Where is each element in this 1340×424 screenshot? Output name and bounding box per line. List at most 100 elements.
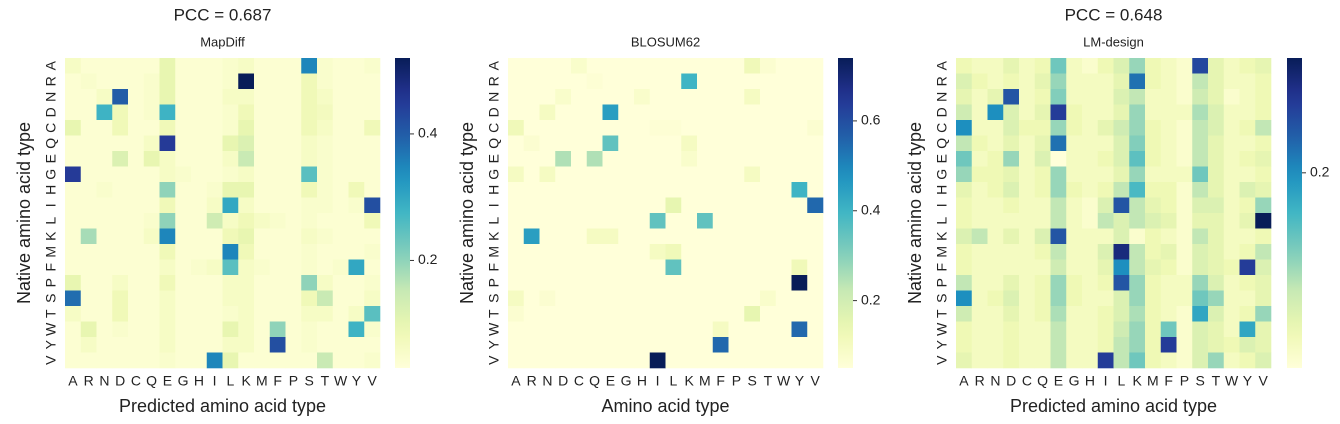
heatmap-cell <box>602 337 619 353</box>
y-axis-label: Native amino acid type <box>14 122 34 304</box>
heatmap-cell <box>222 352 239 369</box>
heatmap-cell <box>222 89 239 105</box>
heatmap-cell <box>128 228 145 245</box>
y-tick-label: V <box>486 355 502 365</box>
heatmap-cell <box>254 89 271 105</box>
y-tick-label: I <box>486 203 502 207</box>
heatmap-cell <box>971 166 988 183</box>
heatmap-cell <box>571 182 588 198</box>
heatmap-cell <box>1239 135 1256 152</box>
heatmap-cell <box>112 259 129 276</box>
heatmap-cell <box>238 290 255 307</box>
heatmap-cell <box>1145 228 1162 245</box>
y-tick-label: W <box>43 322 59 336</box>
heatmap-cell <box>1160 104 1177 121</box>
heatmap-cell <box>128 290 145 307</box>
heatmap-cell <box>775 228 792 245</box>
heatmap-cell <box>1097 104 1114 121</box>
heatmap-cell <box>1050 321 1067 338</box>
heatmap-cell <box>634 228 651 245</box>
heatmap-cell <box>1050 135 1067 152</box>
heatmap-cell <box>1129 104 1146 121</box>
heatmap-cell <box>65 321 82 338</box>
heatmap-cell <box>555 244 572 260</box>
heatmap-cell <box>269 352 286 369</box>
heatmap-cell <box>712 120 729 136</box>
y-tick-label: N <box>43 92 59 102</box>
heatmap-cell <box>128 73 145 90</box>
heatmap-cell <box>602 135 619 152</box>
heatmap-cell <box>1019 244 1036 260</box>
heatmap-cell <box>80 228 97 245</box>
x-tick-label: R <box>527 373 537 389</box>
heatmap-cell <box>1082 135 1099 152</box>
heatmap-cell <box>112 228 129 245</box>
heatmap-cell <box>175 306 192 322</box>
heatmap-cell <box>112 321 129 338</box>
heatmap-cell <box>508 259 525 276</box>
heatmap-cell <box>1003 73 1020 90</box>
heatmap-cell <box>1239 104 1256 121</box>
heatmap-cell <box>649 337 666 353</box>
heatmap-cell <box>1176 58 1193 74</box>
heatmap-cell <box>712 321 729 338</box>
heatmap-cell <box>649 73 666 90</box>
heatmap-cell <box>602 120 619 136</box>
heatmap-cell <box>112 89 129 105</box>
heatmap-cell <box>269 120 286 136</box>
heatmap-cell <box>254 321 271 338</box>
heatmap-cell <box>143 228 160 245</box>
heatmap-cell <box>728 213 745 229</box>
heatmap-cell <box>634 89 651 105</box>
heatmap-cell <box>1192 89 1209 105</box>
heatmap-cell <box>1019 228 1036 245</box>
heatmap-cell <box>269 321 286 338</box>
heatmap-cell <box>775 290 792 307</box>
heatmap-cell <box>634 135 651 152</box>
heatmap-cell <box>285 135 302 152</box>
heatmap-cell <box>956 259 973 276</box>
heatmap-cell <box>571 104 588 121</box>
x-tick-label: G <box>1069 373 1080 389</box>
heatmap-cell <box>1145 58 1162 74</box>
heatmap-cell <box>1050 275 1067 291</box>
heatmap-cell <box>1003 213 1020 229</box>
heatmap-cell <box>649 244 666 260</box>
heatmap-cell <box>555 290 572 307</box>
heatmap-cell <box>1066 259 1083 276</box>
heatmap-cell <box>1129 321 1146 338</box>
heatmap-cell <box>1097 213 1114 229</box>
heatmap-cell <box>1082 213 1099 229</box>
heatmap-cell <box>175 228 192 245</box>
y-tick-label: S <box>934 294 950 303</box>
heatmap-cell <box>1113 120 1130 136</box>
heatmap-cell <box>348 337 365 353</box>
heatmap-cell <box>523 197 540 214</box>
heatmap-cell <box>728 182 745 198</box>
x-tick-label: R <box>84 373 94 389</box>
heatmap-cell <box>618 244 635 260</box>
heatmap-cell <box>80 275 97 291</box>
heatmap-cell <box>238 213 255 229</box>
heatmap-cell <box>807 58 824 74</box>
heatmap-cell <box>508 337 525 353</box>
heatmap-cell <box>269 290 286 307</box>
heatmap-cell <box>697 306 714 322</box>
heatmap-cell <box>1239 352 1256 369</box>
x-tick-label: W <box>1225 373 1239 389</box>
heatmap-cell <box>206 182 223 198</box>
heatmap-cell <box>1208 104 1225 121</box>
heatmap-cell <box>301 228 318 245</box>
heatmap-cell <box>1129 89 1146 105</box>
heatmap-cell <box>539 73 556 90</box>
heatmap-cell <box>539 151 556 167</box>
heatmap-cell <box>523 228 540 245</box>
heatmap-cell <box>269 275 286 291</box>
heatmap-cell <box>1223 58 1240 74</box>
heatmap-cell <box>301 182 318 198</box>
heatmap-cell <box>634 290 651 307</box>
heatmap-cell <box>1176 228 1193 245</box>
heatmap-cell <box>238 104 255 121</box>
heatmap-cell <box>1239 321 1256 338</box>
x-tick-label: M <box>699 373 711 389</box>
